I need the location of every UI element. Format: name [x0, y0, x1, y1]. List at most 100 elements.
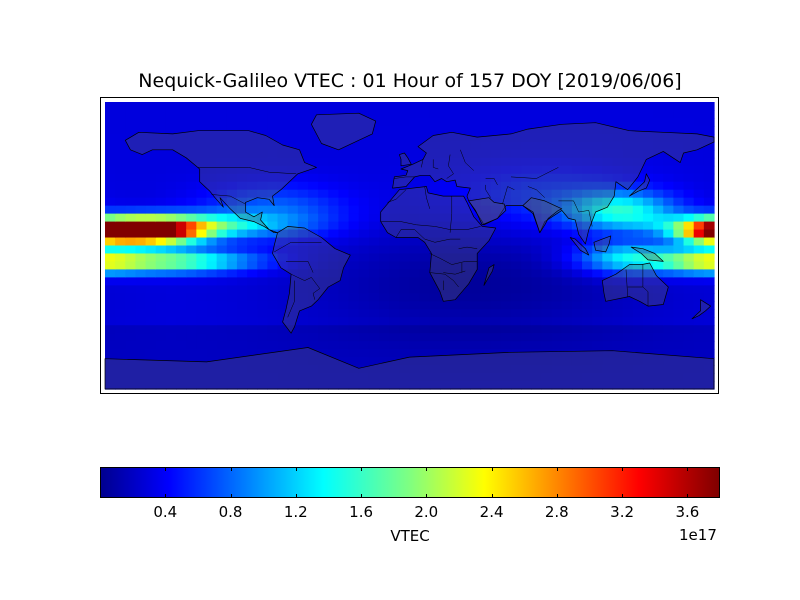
vtec-cell [602, 253, 614, 263]
vtec-cell [186, 125, 197, 135]
vtec-cell [165, 349, 177, 358]
vtec-cell [592, 229, 603, 239]
vtec-cell [358, 173, 370, 183]
vtec-cell [439, 189, 451, 199]
vtec-cell [551, 213, 563, 223]
vtec-cell [592, 109, 603, 119]
vtec-cell [490, 253, 502, 263]
vtec-cell [551, 381, 563, 390]
vtec-cell [693, 309, 705, 318]
vtec-cell [186, 253, 197, 263]
vtec-cell [561, 213, 573, 223]
vtec-cell [125, 325, 137, 334]
vtec-cell [145, 149, 157, 159]
vtec-cell [602, 261, 614, 271]
vtec-cell [693, 341, 705, 350]
vtec-cell [561, 349, 573, 358]
vtec-cell [389, 133, 400, 143]
vtec-cell [155, 293, 167, 302]
country-border [642, 264, 649, 307]
vtec-cell [105, 141, 116, 151]
vtec-cell [703, 213, 715, 223]
vtec-cell [196, 141, 208, 151]
vtec-cell [196, 237, 208, 247]
vtec-cell [287, 301, 299, 310]
vtec-cell [551, 261, 563, 271]
vtec-cell [480, 373, 492, 382]
vtec-cell [409, 333, 421, 342]
vtec-cell [297, 181, 309, 191]
vtec-cell [379, 117, 390, 127]
vtec-cell [206, 125, 218, 135]
vtec-cell [642, 277, 654, 286]
vtec-cell [257, 325, 268, 334]
vtec-cell [399, 349, 411, 358]
vtec-cell [145, 133, 157, 143]
vtec-cell [216, 253, 228, 263]
vtec-cell [368, 349, 380, 358]
vtec-cell [602, 365, 614, 374]
vtec-cell [470, 325, 482, 334]
vtec-cell [267, 373, 279, 382]
vtec-cell [257, 205, 268, 215]
vtec-cell [571, 285, 583, 294]
country-border [387, 189, 407, 203]
vtec-cell [642, 341, 654, 350]
colorbar-tick-label: 2.8 [544, 503, 569, 521]
vtec-cell [277, 141, 289, 151]
vtec-cell [571, 237, 583, 247]
vtec-cell [450, 109, 461, 119]
vtec-cell [531, 109, 543, 119]
vtec-cell [338, 285, 350, 294]
vtec-cell [683, 253, 695, 263]
vtec-cell [490, 341, 502, 350]
vtec-cell [338, 125, 350, 135]
vtec-cell [176, 301, 187, 310]
vtec-cell [125, 277, 137, 286]
vtec-cell [541, 293, 553, 302]
vtec-cell [297, 269, 309, 278]
vtec-cell [176, 253, 187, 263]
vtec-cell [287, 373, 299, 382]
vtec-cell [470, 349, 482, 358]
vtec-cell [277, 293, 289, 302]
vtec-cell [541, 237, 553, 247]
vtec-cell [480, 309, 492, 318]
vtec-cell [236, 269, 248, 278]
vtec-cell [186, 141, 197, 151]
vtec-cell [622, 133, 634, 143]
vtec-cell [470, 253, 482, 263]
vtec-cell [257, 237, 268, 247]
vtec-cell [186, 317, 197, 326]
vtec-cell [308, 213, 319, 223]
land-sumatra [569, 237, 590, 256]
vtec-cell [642, 373, 654, 382]
vtec-cell [673, 269, 685, 278]
vtec-cell [328, 277, 340, 286]
vtec-cell [125, 341, 137, 350]
vtec-cell [612, 141, 624, 151]
vtec-cell [277, 269, 289, 278]
vtec-cell [663, 317, 674, 326]
vtec-cell [379, 245, 390, 255]
vtec-cell [379, 277, 390, 286]
vtec-cell [683, 141, 695, 151]
vtec-cell [541, 269, 553, 278]
vtec-cell [541, 261, 553, 271]
vtec-cell [287, 269, 299, 278]
vtec-cell [683, 285, 695, 294]
vtec-cell [490, 213, 502, 223]
vtec-cell [693, 357, 705, 366]
vtec-cell [226, 205, 238, 215]
vtec-cell [571, 373, 583, 382]
vtec-cell [318, 117, 329, 127]
vtec-cell [470, 293, 482, 302]
vtec-cell [247, 197, 258, 207]
vtec-cell [622, 229, 634, 239]
vtec-cell [358, 229, 370, 239]
vtec-cell [277, 277, 289, 286]
vtec-cell [561, 381, 573, 390]
vtec-cell [287, 117, 299, 127]
vtec-cell [531, 189, 543, 199]
vtec-cell [236, 277, 248, 286]
